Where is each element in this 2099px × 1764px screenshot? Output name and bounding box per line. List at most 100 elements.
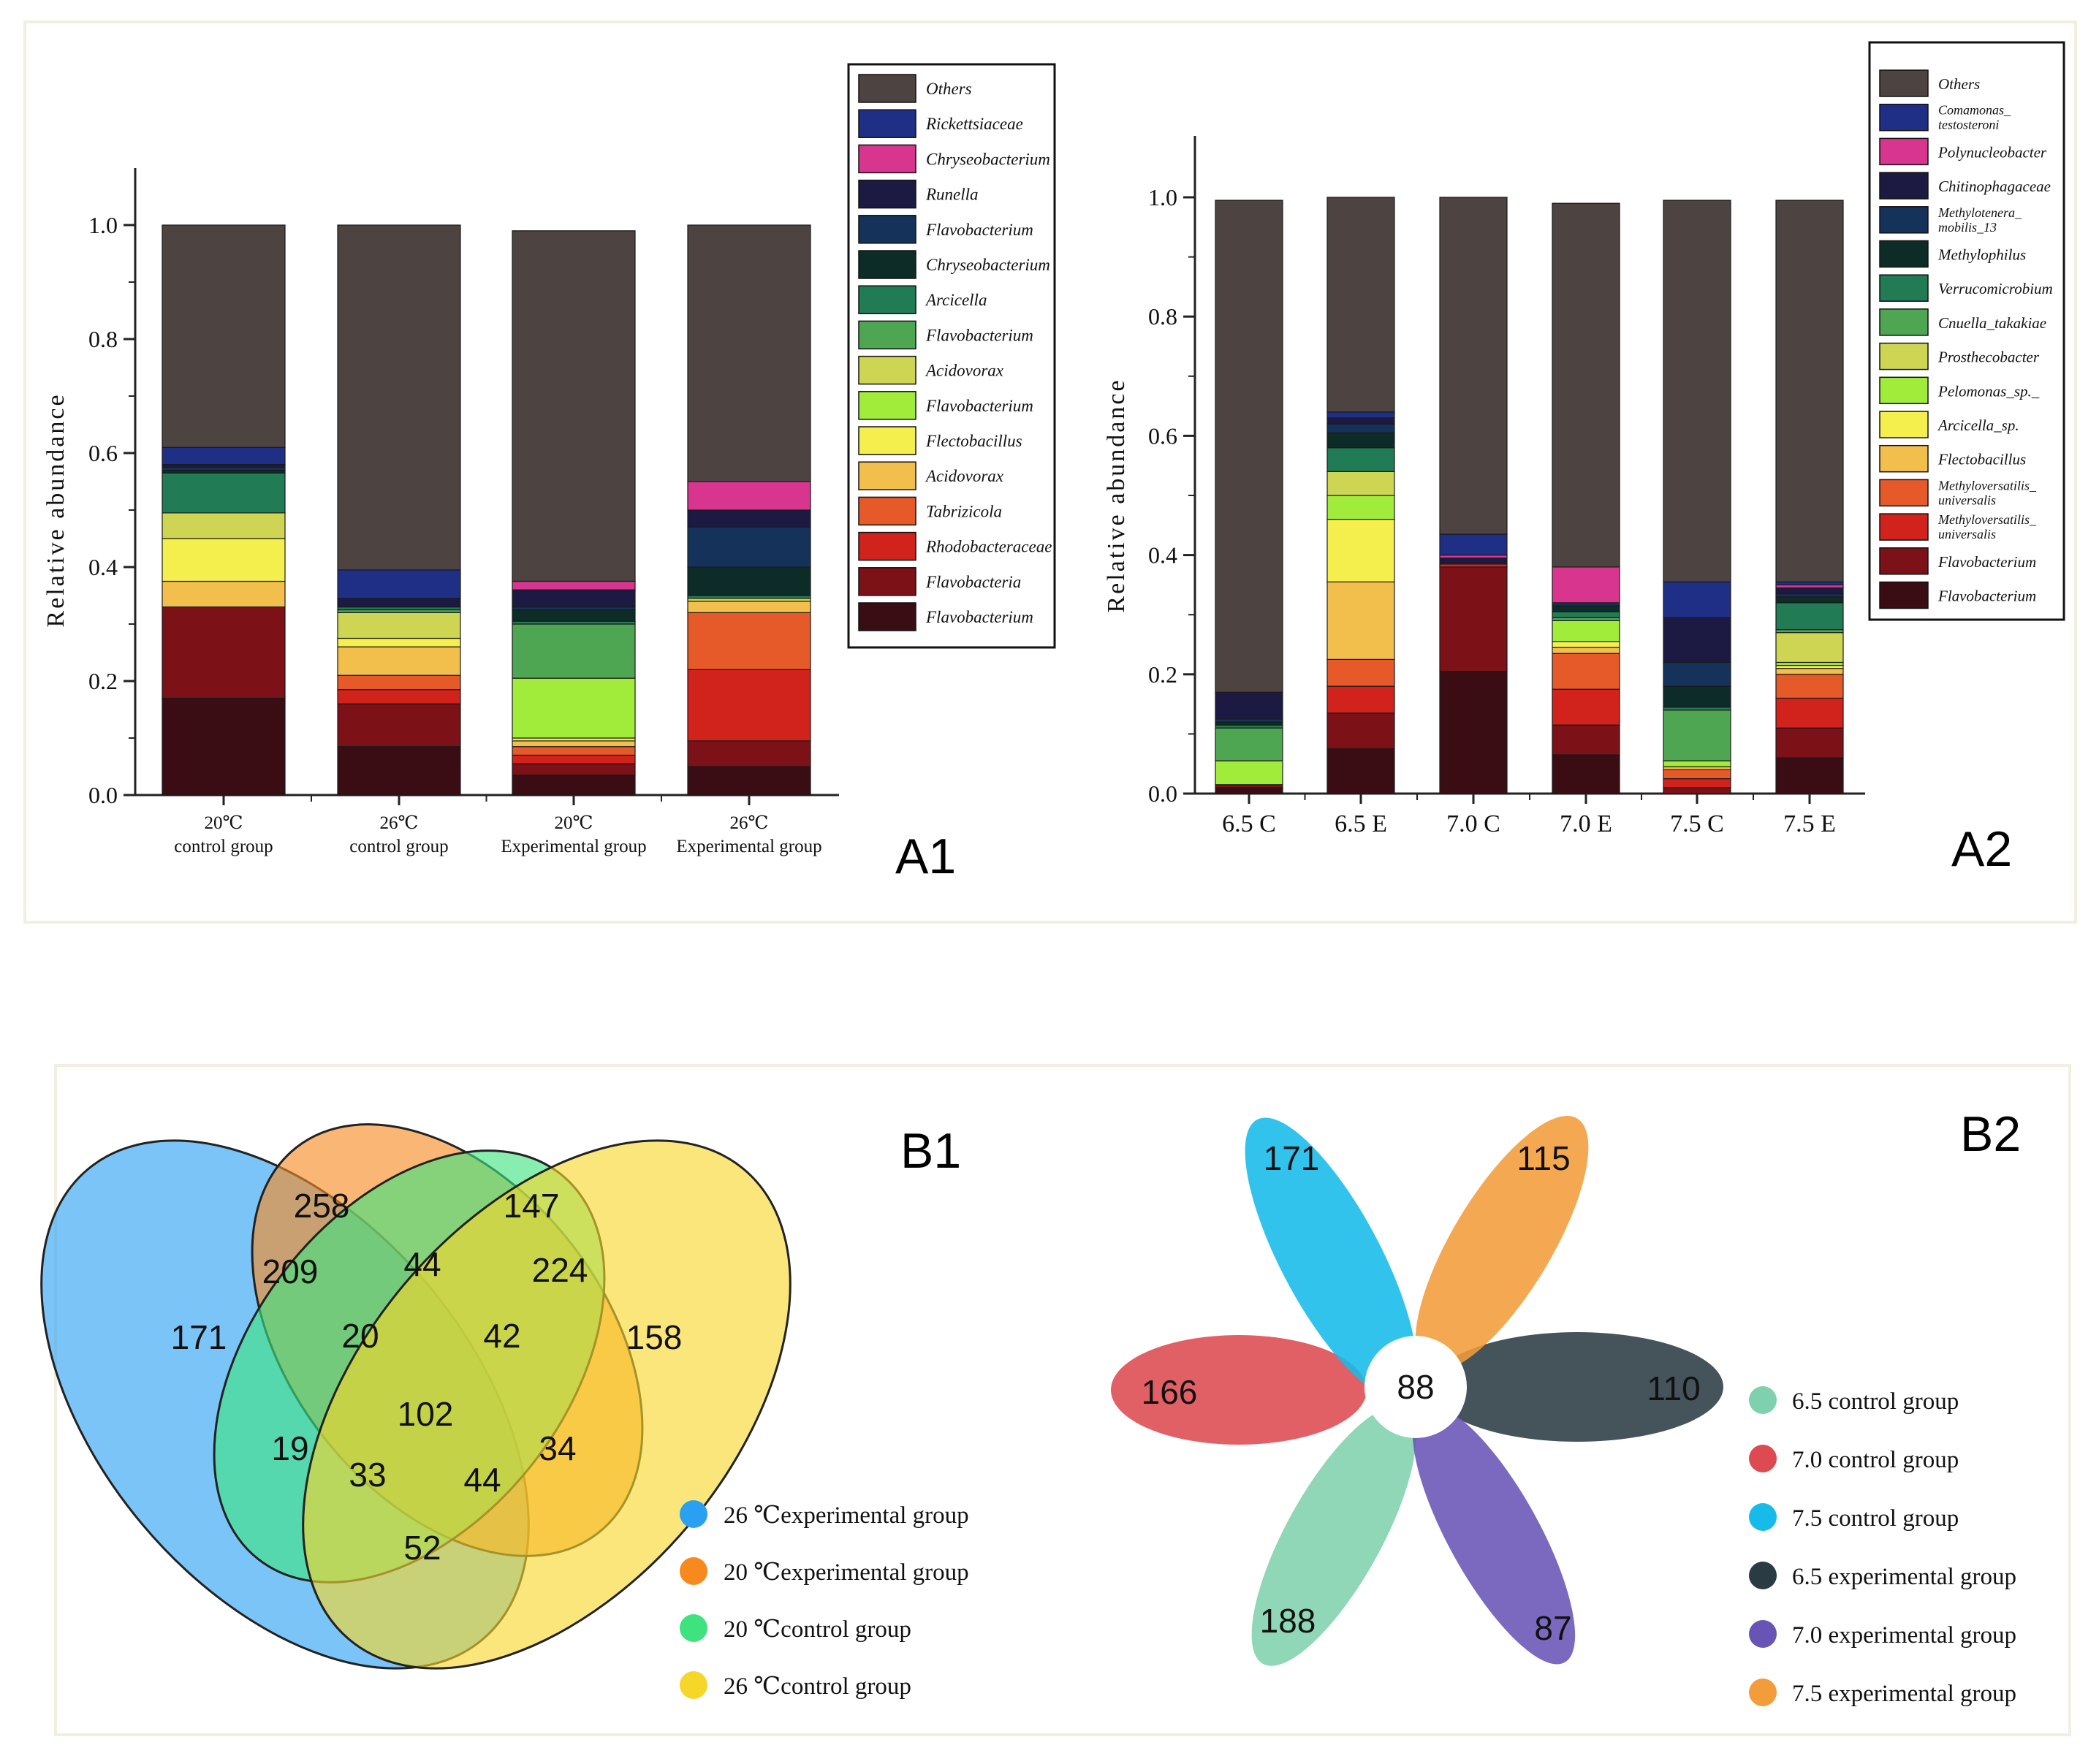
bar-segment — [1663, 707, 1731, 711]
bar-segment — [1439, 566, 1508, 672]
legend-swatch — [858, 391, 916, 420]
bar-segment — [687, 669, 811, 742]
bar-segment — [1663, 760, 1731, 767]
bar-segment — [1663, 685, 1731, 708]
bar-segment — [1775, 668, 1844, 675]
flower-legend-label: 7.5 experimental group — [1792, 1681, 2016, 1707]
legend-swatch — [858, 567, 916, 596]
legend-label: Methyloversatilis_ — [1937, 478, 2037, 493]
bar-segment — [337, 746, 461, 796]
bar-segment — [512, 763, 636, 776]
flower-legend-dot — [1749, 1679, 1777, 1706]
legend-label: Verrucomicrobium — [1938, 280, 2053, 297]
bar-segment — [1326, 658, 1395, 687]
venn-region-count: 224 — [532, 1251, 588, 1289]
bar-segment — [1663, 787, 1731, 794]
bar-segment — [1775, 632, 1844, 664]
legend-label: Polynucleobacter — [1937, 143, 2047, 161]
bar-segment — [162, 538, 286, 582]
legend-label: testosteroni — [1938, 118, 1999, 132]
bar-segment — [1552, 602, 1620, 607]
legend-swatch — [858, 496, 916, 526]
y-tick-label: 0.0 — [1148, 780, 1177, 807]
bar-segment — [1663, 766, 1731, 770]
bar-segment — [1215, 727, 1283, 761]
bar-segment — [1775, 581, 1844, 586]
legend-label: mobilis_13 — [1938, 220, 1997, 235]
bar-segment — [1775, 596, 1844, 604]
bar-segment — [337, 646, 461, 676]
legend-swatch — [1879, 376, 1929, 405]
legend-label: Flectobacillus — [1937, 451, 2026, 468]
venn-region-count: 44 — [403, 1245, 441, 1283]
bar-segment — [1326, 581, 1395, 661]
bar-segment — [1552, 620, 1620, 642]
legend-label: universalis — [1938, 493, 1996, 507]
venn-region-count: 34 — [539, 1429, 576, 1467]
bar-segment — [1215, 718, 1283, 723]
legend-swatch — [1879, 308, 1929, 336]
y-tick-label: 0.4 — [1148, 542, 1177, 569]
bar-segment — [1326, 197, 1395, 413]
legend-label: Chitinophagaceae — [1938, 178, 2051, 195]
bar-segment — [337, 569, 461, 599]
legend-label: Acidovorax — [925, 467, 1004, 485]
bar-segment — [1775, 727, 1844, 759]
legend-label: Flavobacterium — [925, 608, 1033, 626]
venn-legend-dot — [680, 1500, 707, 1528]
legend-label: Flavobacterium — [1937, 553, 2036, 571]
legend-swatch — [1879, 206, 1929, 234]
x-tick-label: 7.5 C — [1670, 810, 1724, 837]
bar-segment — [1663, 581, 1731, 618]
bar-segment — [512, 623, 636, 679]
venn-legend-label: 26 ℃control group — [724, 1673, 911, 1700]
bar-segment — [1775, 757, 1844, 794]
bar-segment — [162, 512, 286, 539]
flower-legend-dot — [1749, 1503, 1777, 1531]
y-tick-label: 0.6 — [88, 440, 118, 466]
bar-segment — [1663, 661, 1731, 687]
bar-segment — [1439, 558, 1508, 565]
bar-segment — [337, 689, 461, 704]
legend-label: Tabrizicola — [926, 502, 1002, 520]
legend-swatch — [858, 179, 916, 209]
legend-label: Flectobacillus — [925, 432, 1022, 450]
flower-legend-label: 6.5 experimental group — [1792, 1564, 2016, 1590]
legend-swatch — [1879, 103, 1929, 132]
y-tick-label: 1.0 — [1148, 184, 1177, 210]
flower-legend-dot — [1749, 1445, 1777, 1472]
bar-segment — [687, 509, 811, 528]
legend-label: Methylotenera_ — [1937, 205, 2022, 220]
y-axis-title: Relative abundance — [42, 392, 69, 627]
flower-petal — [1431, 1332, 1723, 1442]
bar-segment — [1326, 748, 1395, 794]
panel-label-b1: B1 — [900, 1123, 961, 1179]
venn-legend-label: 26 ℃experimental group — [724, 1502, 969, 1529]
bar-segment — [687, 224, 811, 482]
bar-segment — [1775, 584, 1844, 589]
flower-petal — [1412, 1404, 1576, 1665]
venn-region-count: 52 — [403, 1529, 441, 1567]
bar-segment — [687, 740, 811, 767]
bar-segment — [512, 775, 636, 796]
bar-segment — [512, 754, 636, 764]
legend-swatch — [858, 355, 916, 385]
legend-label: Methyloversatilis_ — [1937, 512, 2037, 527]
y-tick-label: 0.0 — [88, 782, 118, 808]
venn-legend-label: 20 ℃experimental group — [724, 1559, 969, 1586]
bar-segment — [1215, 724, 1283, 729]
flower-petal — [1251, 1406, 1416, 1666]
bar-segment — [1775, 661, 1844, 666]
x-tick-label: control group — [174, 837, 273, 856]
legend-swatch — [1879, 172, 1929, 199]
legend-swatch — [1879, 547, 1929, 575]
bar-segment — [512, 746, 636, 756]
legend-label: Runella — [925, 186, 979, 204]
bar-segment — [512, 589, 636, 608]
chart-b1-venn: 258 147 171 158 209 44 224 20 42 102 19 34 33 44 52 26 … — [40, 1123, 969, 1700]
x-tick-label: 20℃ — [555, 813, 593, 833]
legend-swatch — [858, 144, 916, 174]
legend-swatch — [1879, 274, 1929, 302]
flower-petal-count: 87 — [1534, 1609, 1571, 1647]
bar-segment — [1215, 787, 1283, 794]
